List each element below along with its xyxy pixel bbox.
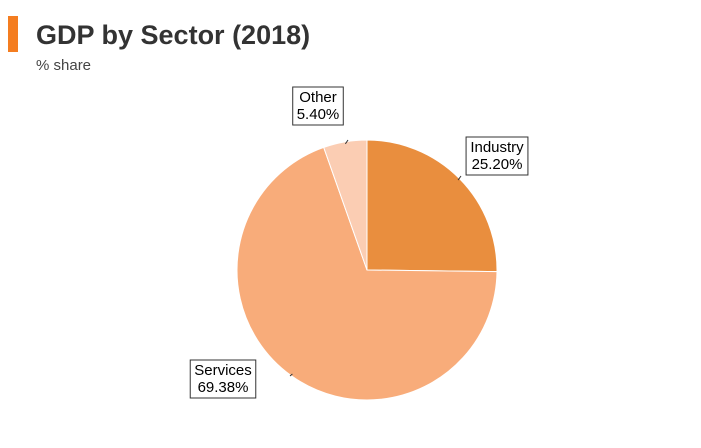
leader-line-industry: [457, 175, 462, 181]
slice-name-label: Other: [299, 89, 337, 106]
pie-slice-other: [323, 139, 368, 271]
pie-slice-services: [236, 146, 498, 401]
slice-value-label: 5.40%: [297, 106, 340, 123]
label-box: [465, 136, 529, 176]
pie-slices: [236, 139, 498, 401]
leader-line-other: [344, 139, 349, 145]
label-box: [189, 359, 257, 399]
leader-line-services: [289, 373, 293, 377]
label-box: [292, 86, 344, 126]
slice-value-label: 69.38%: [198, 379, 249, 396]
title-accent-bar: [8, 16, 18, 52]
chart-subtitle: % share: [36, 57, 92, 74]
slice-name-label: Industry: [470, 139, 524, 156]
slice-name-label: Services: [194, 362, 252, 379]
slice-value-label: 25.20%: [472, 156, 523, 173]
chart-title: GDP by Sector (2018): [36, 20, 311, 50]
